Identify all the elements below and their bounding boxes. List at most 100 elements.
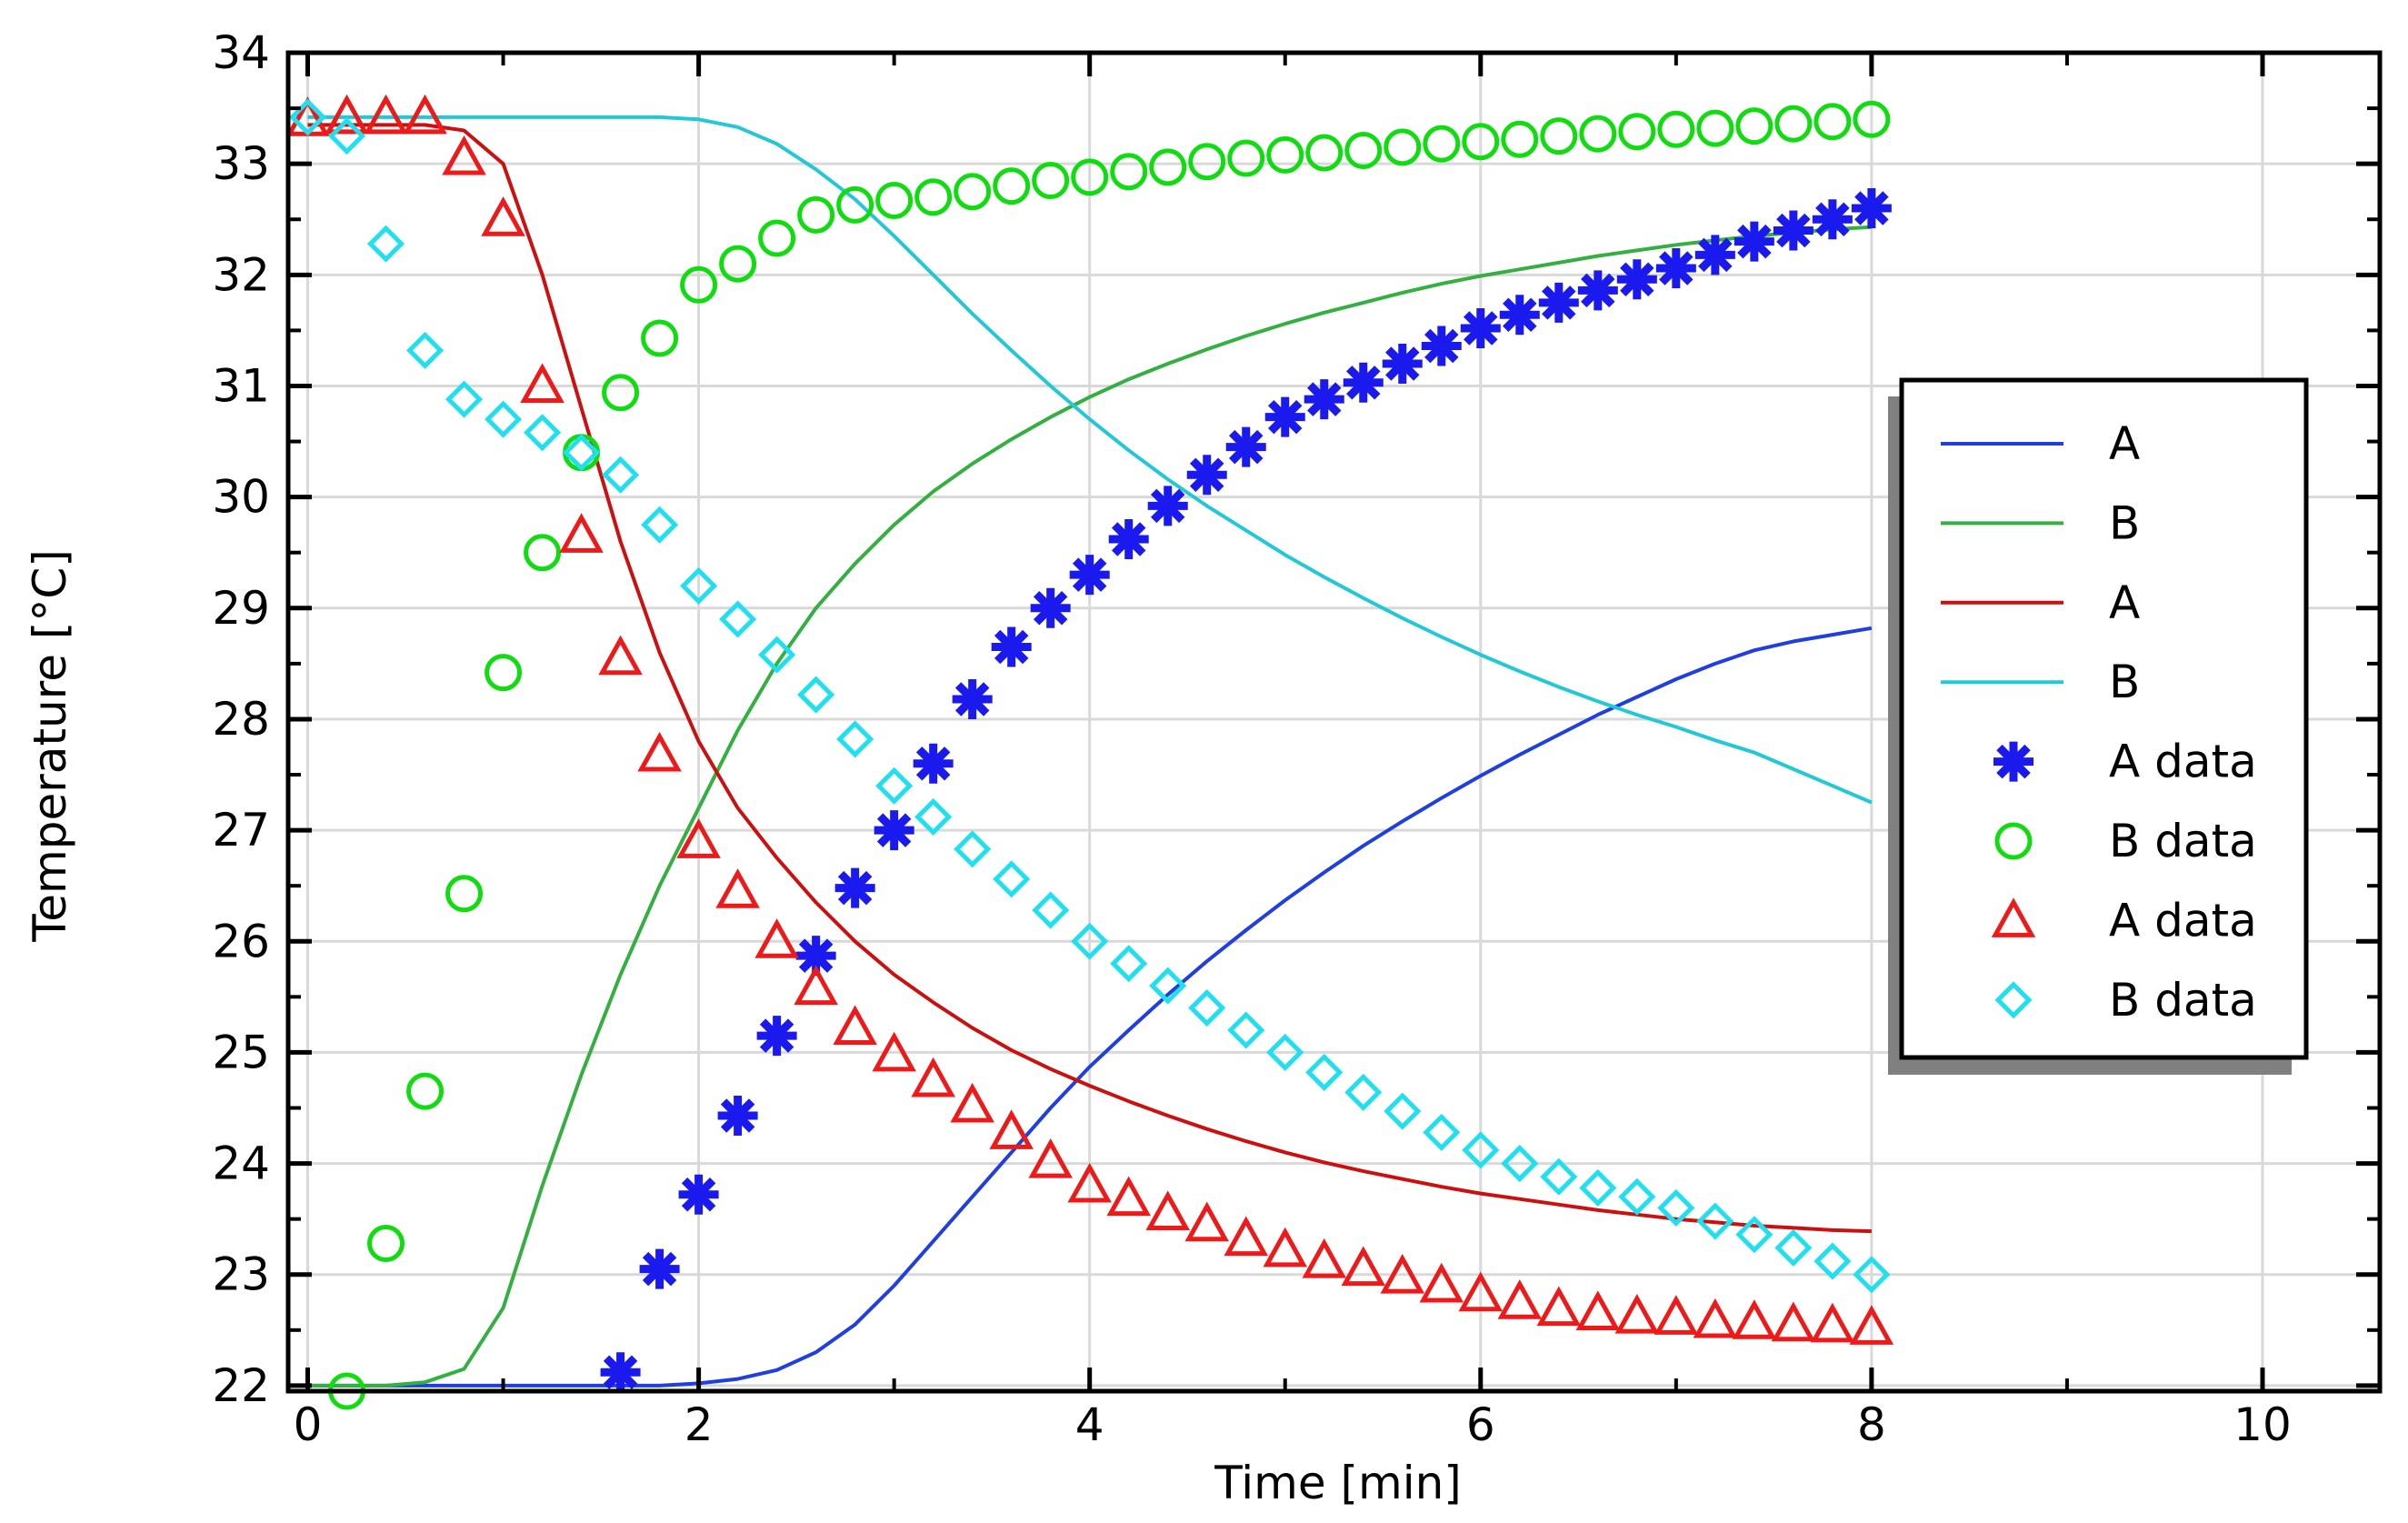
data-point-diamond bbox=[1774, 1228, 1813, 1267]
data-point-diamond bbox=[954, 830, 992, 868]
data-point-triangle bbox=[989, 1109, 1034, 1149]
data-point-diamond bbox=[602, 456, 640, 494]
data-point-circle bbox=[758, 219, 796, 257]
data-point-circle bbox=[445, 875, 484, 913]
data-point-circle bbox=[1071, 158, 1109, 196]
legend-label: A data bbox=[2109, 736, 2257, 788]
data-point-triangle bbox=[520, 363, 565, 403]
y-tick-label: 23 bbox=[212, 1248, 270, 1301]
data-point-triangle bbox=[950, 1082, 994, 1123]
data-point-diamond bbox=[1344, 1073, 1383, 1111]
data-point-triangle bbox=[637, 731, 682, 772]
data-point-asterisk bbox=[913, 743, 954, 784]
data-point-triangle bbox=[833, 1005, 877, 1046]
data-point-circle bbox=[954, 173, 992, 211]
legend-label: B bbox=[2109, 656, 2140, 708]
data-point-triangle bbox=[1458, 1271, 1504, 1312]
data-point-triangle bbox=[1302, 1237, 1346, 1278]
data-point-circle bbox=[875, 181, 914, 219]
data-point-diamond bbox=[797, 676, 835, 714]
data-point-triangle bbox=[754, 918, 799, 958]
data-point-asterisk bbox=[952, 678, 993, 719]
data-point-triangle bbox=[1693, 1298, 1738, 1338]
data-point-triangle bbox=[1536, 1286, 1582, 1327]
data-point-circle bbox=[524, 534, 562, 572]
data-point-circle bbox=[1813, 103, 1852, 141]
data-point-circle bbox=[1188, 143, 1226, 181]
legend-box bbox=[1899, 377, 2309, 1060]
series-b-data-7 bbox=[288, 98, 1891, 1294]
data-point-asterisk bbox=[1577, 270, 1618, 311]
data-point-diamond bbox=[1657, 1188, 1695, 1227]
legend-item: A bbox=[1941, 576, 2140, 629]
data-point-circle bbox=[680, 266, 718, 304]
data-point-diamond bbox=[1501, 1145, 1539, 1183]
data-point-circle bbox=[1774, 105, 1813, 143]
data-point-circle bbox=[1110, 153, 1148, 191]
data-point-diamond bbox=[1423, 1113, 1461, 1151]
data-point-circle bbox=[1462, 123, 1500, 161]
data-point-circle bbox=[797, 195, 835, 234]
series-a-0 bbox=[307, 626, 1873, 1388]
legend-label: B bbox=[2109, 496, 2140, 549]
data-point-circle bbox=[1423, 125, 1461, 163]
data-point-asterisk bbox=[1499, 295, 1540, 336]
data-point-asterisk bbox=[1304, 379, 1344, 420]
legend-item: B bbox=[1941, 656, 2140, 708]
data-point-circle bbox=[1579, 115, 1617, 153]
legend-marker-swatch bbox=[1991, 897, 2036, 937]
data-point-asterisk bbox=[678, 1174, 719, 1215]
data-point-asterisk bbox=[795, 936, 836, 977]
data-point-circle bbox=[406, 1072, 445, 1110]
legend-label: A bbox=[2109, 576, 2140, 629]
data-point-diamond bbox=[366, 225, 405, 263]
x-tick-label: 2 bbox=[684, 1398, 714, 1451]
y-tick-label: 34 bbox=[212, 26, 270, 79]
data-point-diamond bbox=[875, 767, 914, 805]
data-point-diamond bbox=[485, 400, 523, 438]
series-b-1 bbox=[307, 225, 1873, 1388]
series-line bbox=[307, 115, 1873, 805]
data-point-diamond bbox=[445, 380, 484, 418]
data-point-circle bbox=[914, 178, 953, 216]
series-a-2 bbox=[307, 123, 1872, 1234]
data-point-diamond bbox=[1188, 989, 1226, 1027]
data-point-diamond bbox=[914, 797, 953, 836]
data-point-asterisk bbox=[1069, 555, 1110, 596]
data-point-circle bbox=[1384, 128, 1422, 166]
data-point-asterisk bbox=[639, 1248, 680, 1289]
data-point-diamond bbox=[1618, 1177, 1656, 1216]
data-point-asterisk bbox=[1108, 519, 1149, 560]
y-tick-label: 25 bbox=[212, 1026, 270, 1078]
data-point-asterisk bbox=[1538, 282, 1579, 323]
y-tick-label: 32 bbox=[212, 248, 270, 301]
data-point-circle bbox=[1618, 113, 1656, 151]
data-point-circle bbox=[719, 245, 757, 283]
data-point-circle bbox=[1227, 139, 1265, 177]
data-point-diamond bbox=[563, 434, 601, 472]
data-point-diamond bbox=[836, 720, 874, 758]
data-point-triangle bbox=[1263, 1227, 1307, 1267]
x-tick-label: 4 bbox=[1075, 1398, 1104, 1451]
data-point-asterisk bbox=[1030, 587, 1071, 628]
data-point-diamond bbox=[1853, 1256, 1891, 1294]
data-point-triangle bbox=[403, 94, 447, 135]
data-point-triangle bbox=[1771, 1301, 1816, 1342]
series-line bbox=[307, 123, 1872, 1234]
legend-item: A data bbox=[1993, 736, 2257, 788]
plot-frame bbox=[285, 50, 2383, 1394]
data-point-diamond bbox=[1071, 922, 1109, 960]
data-point-circle bbox=[993, 167, 1031, 205]
data-point-triangle bbox=[1224, 1216, 1268, 1257]
data-point-asterisk bbox=[1382, 344, 1423, 385]
data-point-diamond bbox=[1813, 1242, 1852, 1280]
legend-marker-swatch bbox=[1993, 741, 2033, 782]
data-point-circle bbox=[1149, 148, 1187, 186]
series-b-3 bbox=[307, 115, 1873, 805]
y-tick-label: 24 bbox=[212, 1137, 270, 1190]
data-point-circle bbox=[1501, 120, 1539, 158]
data-point-diamond bbox=[288, 98, 327, 136]
data-point-circle bbox=[1344, 131, 1383, 169]
legend-item: B data bbox=[1994, 815, 2257, 867]
